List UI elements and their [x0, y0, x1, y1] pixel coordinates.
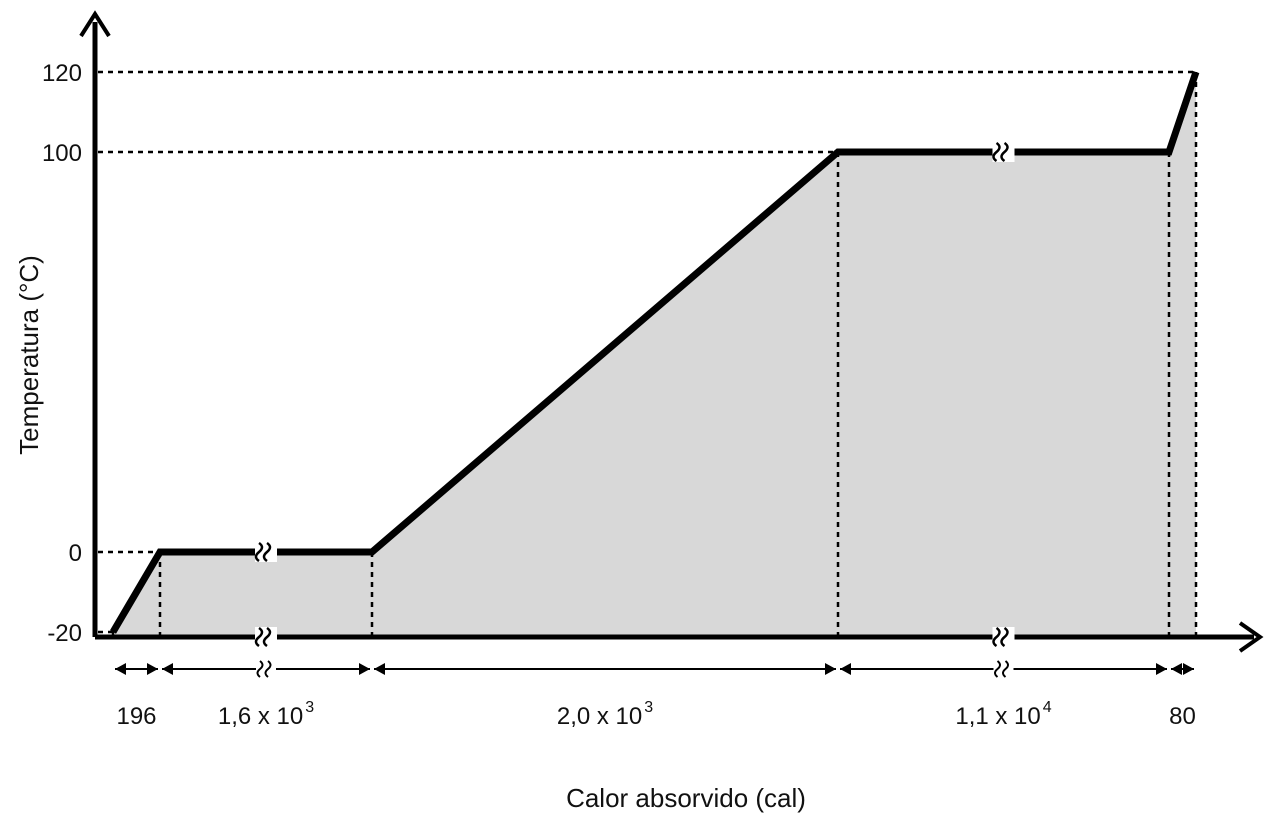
segment-heat-label: 196: [116, 703, 156, 730]
y-tick-label: 0: [69, 540, 82, 567]
segment-heat-label: 80: [1169, 703, 1196, 730]
curve-layer: [109, 70, 1200, 634]
segment-dimension-arrow: [840, 660, 1167, 678]
guide-layer: [98, 70, 1198, 637]
y-tick-label: 100: [42, 140, 82, 167]
y-tick-label: 120: [42, 60, 82, 87]
segment-heat-label: 1,1 x 10 4: [955, 699, 1051, 730]
area-under-curve: [113, 72, 1196, 637]
segment-dimensions: [115, 660, 1194, 678]
segment-labels: 196 1,6 x 10 3 2,0 x 10 3 1,1 x 10 4 80: [116, 699, 1195, 730]
segment-dimension-arrow: [162, 660, 370, 678]
segment-dimension-arrow: [115, 663, 158, 675]
y-tick-label: -20: [47, 620, 82, 647]
segment-dimension-arrow: [1171, 663, 1194, 675]
segment-heat-label: 1,6 x 10 3: [218, 699, 314, 730]
axes-layer: [79, 10, 1264, 653]
curve-break-mark: [254, 541, 277, 563]
y-axis-title: Temperatura (°C): [14, 255, 44, 455]
y-tick-labels: 120 100 0 -20: [42, 60, 82, 647]
segment-heat-label: 2,0 x 10 3: [557, 699, 653, 730]
x-axis-arrow: [1238, 621, 1264, 653]
x-axis-title: Calor absorvido (cal): [566, 783, 806, 813]
break-layer: [254, 141, 1015, 648]
x-axis-break-mark: [254, 626, 277, 648]
heating-curve: [109, 70, 1200, 634]
x-axis-break-mark: [992, 626, 1015, 648]
segment-dimension-arrow: [374, 663, 836, 675]
y-axis-arrow: [79, 10, 111, 38]
area-layer: [113, 72, 1196, 637]
curve-break-mark: [992, 141, 1015, 163]
